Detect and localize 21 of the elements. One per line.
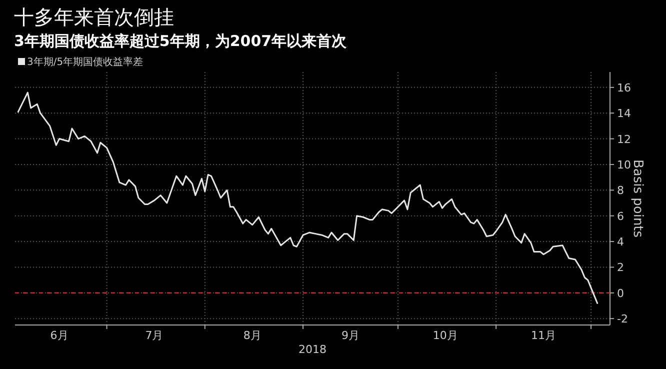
chart-subtitle: 3年期国债收益率超过5年期，为2007年以来首次 [14,32,348,50]
y-tick-label: 8 [617,184,624,198]
x-axis-title: 2018 [298,343,326,356]
y-tick-label: 2 [617,261,624,274]
y-tick-label: 0 [617,286,624,300]
y-axis-title: Basis points [630,159,645,238]
x-tick-label: 6月 [50,329,68,342]
y-tick-label: 16 [617,81,631,94]
y-tick-label: 4 [617,236,624,249]
x-tick-label: 8月 [243,329,262,342]
x-tick-label: 11月 [531,329,556,342]
y-tick-label: 6 [617,210,624,223]
x-tick-label: 7月 [145,329,164,342]
y-tick-label: 14 [617,107,631,120]
x-tick-label: 10月 [432,329,458,342]
y-tick-label: 12 [617,132,631,146]
y-tick-label: -2 [617,312,628,326]
y-tick-label: 10 [617,158,631,172]
x-tick-label: 9月 [341,329,360,342]
chart-title: 十多年来首次倒挂 [14,5,174,29]
legend: 3年期/5年期国债收益率差 [18,57,144,68]
